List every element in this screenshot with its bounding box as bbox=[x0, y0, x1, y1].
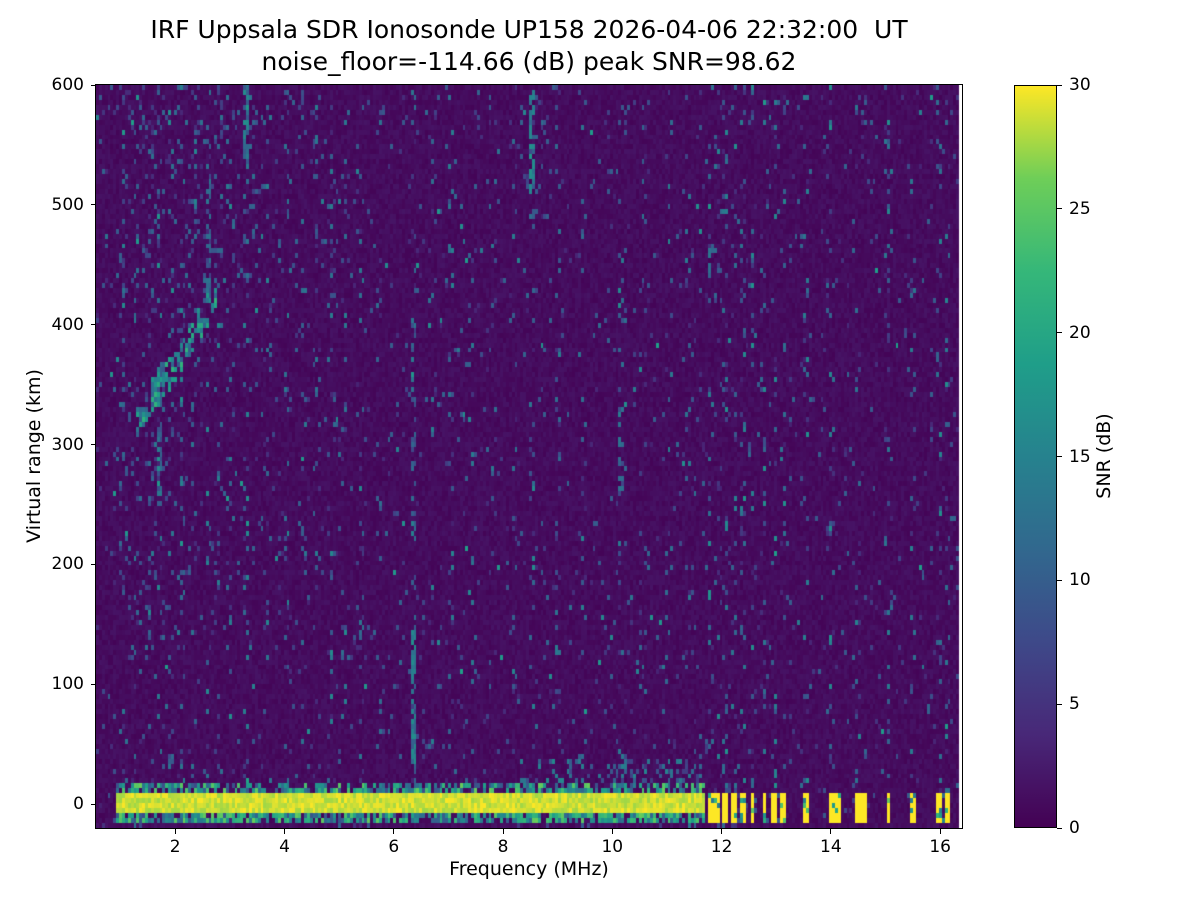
y-tick-label: 300 bbox=[51, 434, 84, 455]
y-tick-mark bbox=[91, 444, 96, 446]
x-tick-mark bbox=[283, 829, 285, 834]
colorbar-tick-mark bbox=[1057, 579, 1062, 581]
colorbar-tick-label: 25 bbox=[1069, 198, 1091, 219]
colorbar-tick-mark bbox=[1057, 84, 1062, 86]
colorbar-tick-mark bbox=[1057, 827, 1062, 829]
y-axis-ticks: 0 100 200 300 400 500 600 bbox=[0, 75, 96, 828]
colorbar-label: SNR (dB) bbox=[1093, 413, 1115, 499]
x-tick-label: 2 bbox=[169, 837, 181, 857]
heatmap-canvas bbox=[96, 85, 962, 828]
y-tick-mark bbox=[91, 84, 96, 86]
x-tick-label: 12 bbox=[710, 837, 733, 857]
y-tick-mark bbox=[91, 324, 96, 326]
colorbar-ticks: 0 5 10 15 20 25 30 bbox=[1057, 75, 1127, 838]
colorbar-tick-mark bbox=[1057, 208, 1062, 210]
x-tick-mark bbox=[611, 829, 613, 834]
chart-title-line2: noise_floor=-114.66 (dB) peak SNR=98.62 bbox=[261, 47, 797, 76]
y-tick-mark bbox=[91, 204, 96, 206]
colorbar-tick-label: 30 bbox=[1069, 75, 1091, 95]
x-tick-label: 4 bbox=[279, 837, 290, 857]
colorbar-tick-label: 0 bbox=[1069, 818, 1080, 838]
y-tick-mark bbox=[91, 563, 96, 565]
colorbar bbox=[1014, 85, 1057, 828]
y-axis-label: Virtual range (km) bbox=[23, 369, 45, 543]
colorbar-tick-mark bbox=[1057, 703, 1062, 705]
colorbar-tick-mark bbox=[1057, 332, 1062, 334]
colorbar-tick-label: 10 bbox=[1069, 570, 1091, 591]
x-tick-label: 10 bbox=[601, 837, 624, 857]
x-tick-label: 6 bbox=[388, 837, 400, 857]
x-tick-label: 14 bbox=[820, 837, 842, 857]
colorbar-tick-label: 5 bbox=[1069, 694, 1080, 715]
x-axis-label: Frequency (MHz) bbox=[449, 858, 609, 880]
x-tick-label: 16 bbox=[929, 837, 951, 857]
y-tick-label: 0 bbox=[73, 794, 84, 815]
x-tick-mark bbox=[393, 829, 395, 834]
y-tick-label: 600 bbox=[51, 75, 84, 95]
x-tick-label: 8 bbox=[497, 837, 509, 857]
chart-title-line1: IRF Uppsala SDR Ionosonde UP158 2026-04-… bbox=[150, 15, 908, 44]
y-tick-label: 400 bbox=[51, 314, 84, 335]
y-tick-mark bbox=[91, 803, 96, 805]
y-tick-label: 500 bbox=[51, 194, 84, 215]
x-tick-mark bbox=[502, 829, 504, 834]
y-tick-label: 200 bbox=[51, 554, 84, 575]
x-tick-mark bbox=[830, 829, 832, 834]
plot-area bbox=[95, 84, 963, 829]
x-axis-ticks: 2 4 6 8 10 12 14 16 bbox=[96, 829, 962, 863]
x-tick-mark bbox=[939, 829, 941, 834]
colorbar-tick-label: 20 bbox=[1069, 322, 1091, 343]
chart-title: IRF Uppsala SDR Ionosonde UP158 2026-04-… bbox=[96, 14, 962, 78]
colorbar-tick-mark bbox=[1057, 456, 1062, 457]
colorbar-tick-label: 15 bbox=[1069, 446, 1091, 467]
x-tick-mark bbox=[721, 829, 723, 834]
y-tick-mark bbox=[91, 683, 96, 685]
y-tick-label: 100 bbox=[51, 674, 84, 695]
x-tick-mark bbox=[174, 829, 176, 834]
